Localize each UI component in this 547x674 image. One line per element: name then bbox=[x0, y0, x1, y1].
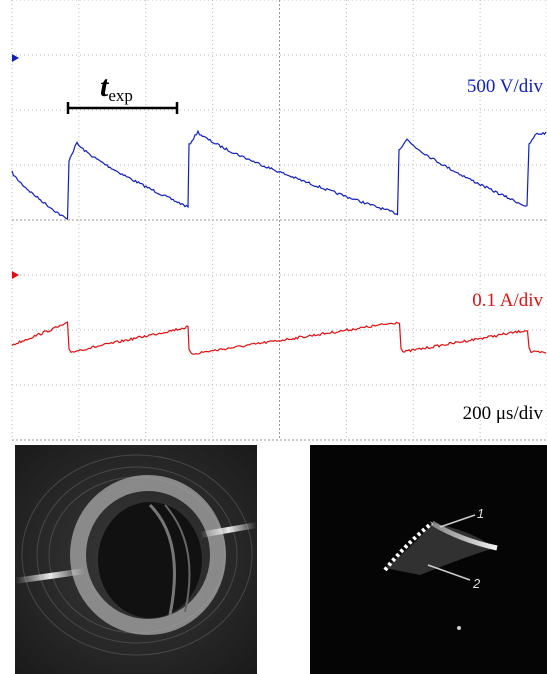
photo-label-1: 1 bbox=[477, 506, 484, 521]
voltage-scale: 500 V/div bbox=[467, 76, 544, 97]
exposure-base: t bbox=[100, 70, 110, 103]
current-scale: 0.1 A/div bbox=[472, 290, 543, 311]
voltage-trace bbox=[11, 129, 547, 221]
photo-label-2: 2 bbox=[472, 576, 481, 591]
ch1-marker bbox=[12, 54, 19, 62]
oscilloscope-screen bbox=[11, 0, 547, 441]
exposure-bracket bbox=[66, 102, 179, 114]
photo-left bbox=[14, 445, 258, 674]
photo-right: 1 2 bbox=[310, 445, 547, 674]
current-trace bbox=[11, 321, 547, 355]
ch2-marker bbox=[12, 271, 19, 279]
time-scale: 200 μs/div bbox=[463, 403, 544, 424]
exposure-label: texp bbox=[100, 70, 133, 105]
exposure-sub: exp bbox=[108, 86, 133, 105]
